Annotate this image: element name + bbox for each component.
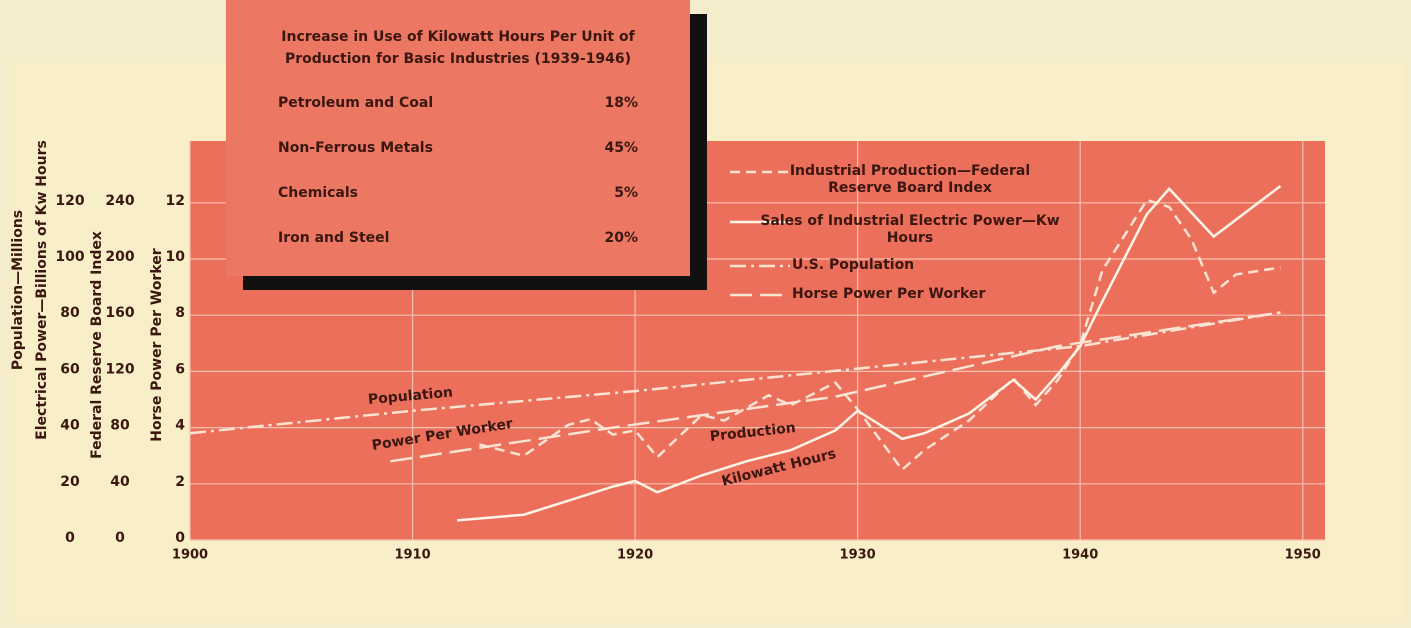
- inset-percent: 20%: [604, 230, 638, 246]
- inset-industry: Non-Ferrous Metals: [278, 140, 433, 156]
- x-tick-label: 1950: [1285, 548, 1321, 563]
- y-tick-label: 60: [60, 361, 80, 377]
- y-tick-label: 10: [166, 249, 186, 265]
- y-tick-label: 12: [166, 193, 185, 209]
- y-tick-label: 160: [105, 305, 134, 321]
- inset-percent: 5%: [614, 185, 638, 201]
- inset-row: Petroleum and Coal 18%: [278, 95, 638, 111]
- inset-title-line: Production for Basic Industries (1939-19…: [226, 48, 690, 70]
- y-tick-label: 20: [60, 474, 80, 490]
- x-tick-label: 1930: [840, 548, 876, 563]
- y-tick-label: 0: [65, 530, 75, 546]
- inset-percent: 18%: [604, 95, 638, 111]
- chart: 1900191019201930194019500246810120408012…: [0, 0, 1411, 628]
- inset-percent: 45%: [604, 140, 638, 156]
- inset-box: Increase in Use of Kilowatt Hours Per Un…: [226, 0, 690, 276]
- inset-title-line: Increase in Use of Kilowatt Hours Per Un…: [226, 26, 690, 48]
- y-tick-label: 80: [110, 418, 130, 434]
- x-tick-label: 1910: [394, 548, 430, 563]
- legend-label: Sales of Industrial Electric Power—Kw Ho…: [760, 213, 1060, 247]
- y-axis-title: Electrical Power—Billions of Kw Hours: [34, 140, 50, 440]
- y-axis-title: Population—Millions: [10, 210, 26, 370]
- y-tick-label: 0: [115, 530, 125, 546]
- y-tick-label: 40: [110, 474, 130, 490]
- y-tick-label: 120: [55, 193, 84, 209]
- y-tick-label: 80: [60, 305, 80, 321]
- y-tick-label: 4: [175, 418, 185, 434]
- y-tick-label: 8: [175, 305, 185, 321]
- y-tick-label: 40: [60, 418, 80, 434]
- legend-label: Industrial Production—Federal Reserve Bo…: [760, 163, 1060, 197]
- inset-industry: Iron and Steel: [278, 230, 389, 246]
- y-tick-label: 200: [105, 249, 134, 265]
- y-axis-title: Federal Reserve Board Index: [89, 231, 105, 459]
- y-tick-label: 240: [105, 193, 134, 209]
- y-tick-label: 100: [55, 249, 84, 265]
- inset-industry: Petroleum and Coal: [278, 95, 433, 111]
- page: {"chart_data": {"type": "line", "xlim": …: [0, 0, 1411, 628]
- y-tick-label: 6: [175, 361, 185, 377]
- inset-row: Iron and Steel 20%: [278, 230, 638, 246]
- x-tick-label: 1920: [617, 548, 653, 563]
- y-tick-label: 0: [175, 530, 185, 546]
- x-tick-label: 1940: [1062, 548, 1098, 563]
- y-axis-title: Horse Power Per Worker: [149, 248, 165, 441]
- inset-row: Non-Ferrous Metals 45%: [278, 140, 638, 156]
- legend-label: Horse Power Per Worker: [792, 286, 1092, 303]
- legend-label: U.S. Population: [792, 257, 1092, 274]
- inset-row: Chemicals 5%: [278, 185, 638, 201]
- y-tick-label: 120: [105, 361, 134, 377]
- inset-industry: Chemicals: [278, 185, 358, 201]
- inset-title: Increase in Use of Kilowatt Hours Per Un…: [226, 26, 690, 70]
- x-tick-label: 1900: [172, 548, 208, 563]
- y-tick-label: 2: [175, 474, 185, 490]
